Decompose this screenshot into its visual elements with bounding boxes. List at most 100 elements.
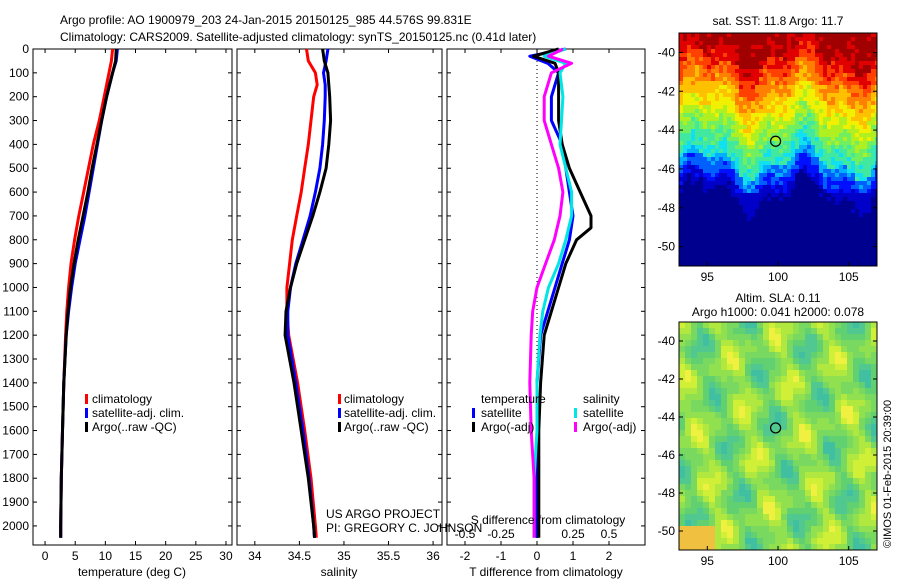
map-cell <box>823 101 828 106</box>
map-cell <box>823 137 828 142</box>
map-cell <box>683 97 688 102</box>
map-cell <box>711 229 716 234</box>
map-cell <box>817 484 824 491</box>
map-cell <box>763 81 768 86</box>
map-cell <box>745 340 752 347</box>
series-line-satellite-adj-clim- <box>286 48 330 538</box>
map-cell <box>827 133 832 138</box>
map-cell <box>685 496 692 503</box>
map-cell <box>739 33 744 38</box>
map-cell <box>871 340 877 347</box>
map-cell <box>859 113 864 118</box>
map-cell <box>771 45 776 50</box>
map-cell <box>783 173 788 178</box>
map-cell <box>699 77 704 82</box>
map-cell <box>807 117 812 122</box>
map-cell <box>787 181 792 186</box>
map-cell <box>747 209 752 214</box>
map-cell <box>795 113 800 118</box>
map-cell <box>827 41 832 46</box>
map-cell <box>803 161 808 166</box>
map-cell <box>721 424 728 431</box>
map-cell <box>863 77 868 82</box>
map-cell <box>757 508 764 515</box>
map-cell <box>719 145 724 150</box>
map-cell <box>771 189 776 194</box>
map-cell <box>783 157 788 162</box>
map-cell <box>807 189 812 194</box>
map-cell <box>819 109 824 114</box>
map-cell <box>679 197 684 202</box>
map-cell <box>847 189 852 194</box>
map-cell <box>731 161 736 166</box>
map-cell <box>847 33 852 38</box>
map-cell <box>775 185 780 190</box>
map-cell <box>679 65 684 70</box>
map-cell <box>863 177 868 182</box>
map-cell <box>709 514 716 521</box>
map-cell <box>855 81 860 86</box>
map-cell <box>703 89 708 94</box>
map-cell <box>683 41 688 46</box>
map-cell <box>687 129 692 134</box>
map-cell <box>695 129 700 134</box>
map-cell <box>771 33 776 38</box>
map-cell <box>751 125 756 130</box>
map-cell <box>841 340 848 347</box>
map-cell <box>715 93 720 98</box>
map-cell <box>843 245 848 250</box>
map-cell <box>799 205 804 210</box>
map-cell <box>875 73 877 78</box>
map-cell <box>751 249 756 254</box>
map-cell <box>783 73 788 78</box>
map-cell <box>699 101 704 106</box>
map-cell <box>745 472 752 479</box>
map-cell <box>859 448 866 455</box>
map-cell <box>735 249 740 254</box>
map-cell <box>763 376 770 383</box>
map-cell <box>727 213 732 218</box>
map-cell <box>685 430 692 437</box>
map-cell <box>683 193 688 198</box>
lat-tick-label: -42 <box>658 372 676 386</box>
map-cell <box>723 213 728 218</box>
map-cell <box>847 145 852 150</box>
map-cell <box>855 169 860 174</box>
map-cell <box>775 97 780 102</box>
map-cell <box>763 448 770 455</box>
map-cell <box>831 145 836 150</box>
map-cell <box>855 141 860 146</box>
map-cell <box>827 113 832 118</box>
map-cell <box>871 197 876 202</box>
map-cell <box>775 205 780 210</box>
map-cell <box>811 105 816 110</box>
map-cell <box>719 113 724 118</box>
map-cell <box>811 412 818 419</box>
map-cell <box>715 245 720 250</box>
map-cell <box>743 49 748 54</box>
map-cell <box>727 109 732 114</box>
map-cell <box>829 538 836 545</box>
map-cell <box>787 185 792 190</box>
map-cell <box>811 213 816 218</box>
map-cell <box>823 85 828 90</box>
map-cell <box>735 125 740 130</box>
map-cell <box>775 213 780 218</box>
map-cell <box>691 340 698 347</box>
map-cell <box>811 490 818 497</box>
map-cell <box>691 101 696 106</box>
map-cell <box>723 69 728 74</box>
map-cell <box>719 161 724 166</box>
map-cell <box>687 229 692 234</box>
map-cell <box>811 165 816 170</box>
map-cell <box>835 460 842 467</box>
map-cell <box>835 442 842 449</box>
depth-tick-label: 1400 <box>2 376 29 390</box>
map-cell <box>679 113 684 118</box>
map-cell <box>757 496 764 503</box>
map-cell <box>707 157 712 162</box>
map-cell <box>843 85 848 90</box>
map-cell <box>775 33 780 38</box>
map-cell <box>679 394 686 401</box>
map-cell <box>863 261 868 266</box>
